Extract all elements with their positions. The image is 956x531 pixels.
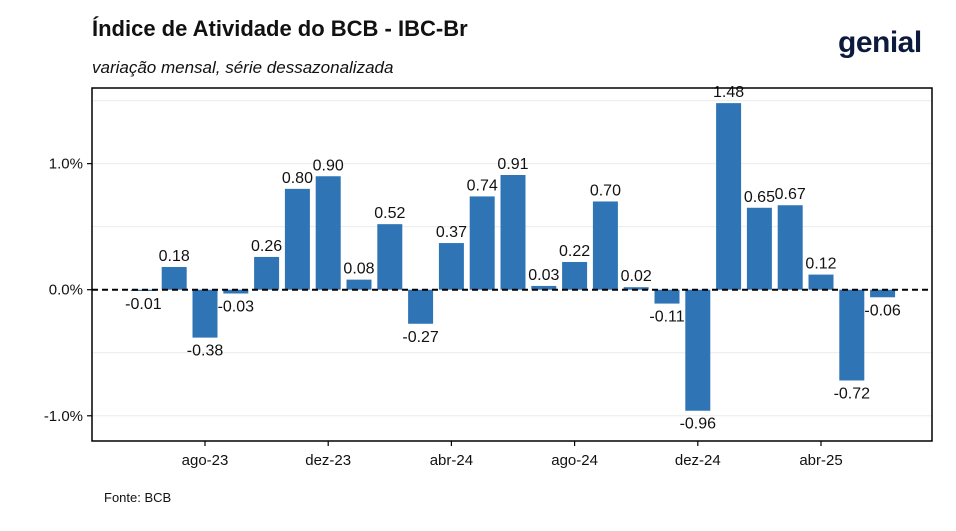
bar	[254, 256, 280, 290]
bars	[130, 103, 896, 411]
value-label: 0.52	[374, 205, 405, 222]
value-label: 0.37	[436, 224, 467, 241]
value-label: 0.18	[159, 248, 190, 265]
value-label: 0.90	[313, 157, 344, 174]
bar	[623, 287, 649, 290]
value-label: -0.06	[864, 302, 901, 319]
chart-title: Índice de Atividade do BCB - IBC-Br	[92, 16, 468, 41]
value-label: -0.72	[834, 385, 871, 402]
bar	[284, 188, 310, 290]
source-note: Fonte: BCB	[104, 490, 172, 505]
y-tick-label: -1.0%	[44, 408, 83, 425]
bar	[562, 261, 588, 290]
y-tick-label: 1.0%	[49, 156, 83, 173]
bar	[654, 289, 680, 304]
value-label: -0.27	[402, 329, 439, 346]
value-label: 0.91	[497, 156, 528, 173]
bar	[870, 289, 896, 298]
value-label: 1.48	[713, 84, 744, 101]
plot-frame	[91, 87, 933, 442]
bar	[315, 176, 341, 290]
value-label: 0.08	[343, 261, 374, 278]
bar	[716, 103, 742, 290]
bar	[161, 267, 187, 290]
value-label: 0.26	[251, 238, 282, 255]
y-tick-label: 0.0%	[49, 282, 83, 299]
value-label: -0.96	[680, 416, 717, 433]
value-label: -0.03	[218, 298, 255, 315]
bar	[685, 289, 711, 411]
value-label: 0.03	[528, 267, 559, 284]
value-label: 0.22	[559, 243, 590, 260]
brand-logo: genial	[838, 26, 922, 59]
value-label: 0.74	[467, 177, 498, 194]
bar	[469, 196, 495, 290]
value-label: 0.67	[775, 186, 806, 203]
bar	[192, 289, 218, 338]
x-tick-label: dez-24	[675, 452, 721, 469]
value-label: 0.65	[744, 189, 775, 206]
value-label: 0.02	[621, 268, 652, 285]
x-tick-label: ago-24	[551, 452, 598, 469]
bar	[408, 289, 434, 324]
value-label: -0.01	[125, 296, 162, 313]
value-label: 0.12	[805, 256, 836, 273]
value-label: 0.80	[282, 170, 313, 187]
bar	[346, 279, 372, 290]
value-label: -0.11	[649, 309, 684, 326]
bar	[377, 224, 403, 290]
bar	[592, 201, 618, 290]
chart-subtitle: variação mensal, série dessazonalizada	[92, 58, 394, 77]
axes: 1.0% 0.0% -1.0% ago-23 dez-23 abr-24 ago-24 dez…	[44, 87, 933, 469]
x-tick-label: ago-23	[182, 452, 229, 469]
bar	[438, 243, 464, 290]
bar	[500, 174, 526, 290]
value-label: -0.38	[187, 343, 224, 360]
x-tick-label: abr-25	[799, 452, 842, 469]
bar	[808, 274, 834, 290]
bar	[223, 289, 249, 294]
bar	[839, 289, 865, 381]
x-tick-label: abr-24	[430, 452, 473, 469]
x-tick-label: dez-23	[305, 452, 351, 469]
value-labels: -0.01 0.18 -0.38 -0.03 0.26 0.800.90 0.08 0.52 -…	[125, 84, 901, 433]
bar	[746, 207, 772, 290]
bar	[531, 285, 557, 290]
bar	[777, 205, 803, 290]
value-label: 0.70	[590, 182, 621, 199]
